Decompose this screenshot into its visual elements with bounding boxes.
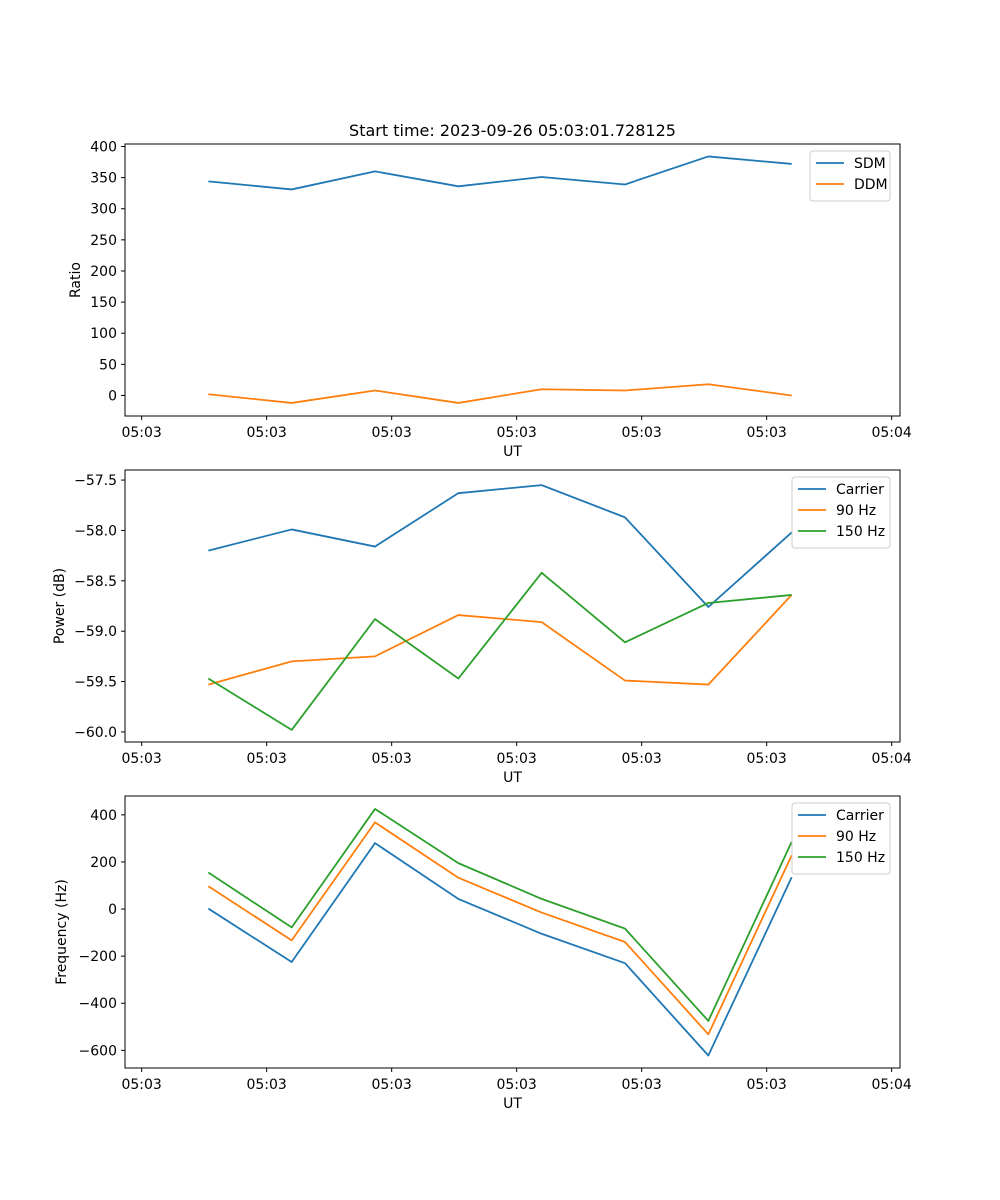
axes-frame bbox=[124, 143, 901, 417]
series-line-150-hz bbox=[207, 808, 793, 1022]
y-tick-label: −57.5 bbox=[74, 473, 117, 489]
x-axis-label: UT bbox=[503, 1096, 522, 1112]
y-tick-label: 100 bbox=[90, 326, 117, 342]
chart-title: Start time: 2023-09-26 05:03:01.728125 bbox=[349, 121, 676, 140]
x-tick-label: 05:03 bbox=[496, 1077, 536, 1093]
y-axis-label: Power (dB) bbox=[52, 568, 68, 644]
x-tick-label: 05:03 bbox=[121, 751, 161, 767]
series-line-90-hz bbox=[207, 821, 793, 1036]
series-line-carrier bbox=[207, 842, 793, 1057]
x-axis-label: UT bbox=[503, 770, 522, 786]
axes-frame bbox=[124, 469, 901, 743]
axes-frame bbox=[124, 795, 901, 1069]
x-tick-label: 05:03 bbox=[371, 425, 411, 441]
y-tick-label: 50 bbox=[99, 357, 117, 373]
y-axis-label: Ratio bbox=[68, 262, 84, 298]
legend-label: Carrier bbox=[836, 808, 884, 824]
x-tick-label: 05:04 bbox=[871, 1077, 911, 1093]
legend-label: 150 Hz bbox=[836, 850, 885, 866]
y-tick-label: −59.5 bbox=[74, 675, 117, 691]
legend-label: 150 Hz bbox=[836, 524, 885, 540]
legend-label: SDM bbox=[854, 156, 886, 172]
x-axis-label: UT bbox=[503, 444, 522, 460]
legend-label: 90 Hz bbox=[836, 829, 876, 845]
x-tick-label: 05:03 bbox=[246, 425, 286, 441]
legend-label: DDM bbox=[854, 177, 888, 193]
x-tick-label: 05:03 bbox=[496, 425, 536, 441]
y-tick-label: 350 bbox=[90, 171, 117, 187]
legend-label: 90 Hz bbox=[836, 503, 876, 519]
chart-panel-1: Start time: 2023-09-26 05:03:01.72812505… bbox=[68, 121, 912, 460]
x-tick-label: 05:03 bbox=[121, 1077, 161, 1093]
y-tick-label: 200 bbox=[90, 855, 117, 871]
x-tick-label: 05:03 bbox=[746, 425, 786, 441]
y-axis-label: Frequency (Hz) bbox=[54, 879, 70, 985]
x-tick-label: 05:03 bbox=[496, 751, 536, 767]
x-tick-label: 05:03 bbox=[621, 751, 661, 767]
x-tick-label: 05:03 bbox=[371, 751, 411, 767]
y-tick-label: 200 bbox=[90, 264, 117, 280]
panels: Start time: 2023-09-26 05:03:01.72812505… bbox=[52, 121, 912, 1112]
y-tick-label: 400 bbox=[90, 808, 117, 824]
y-tick-label: 300 bbox=[90, 202, 117, 218]
y-tick-label: −200 bbox=[79, 949, 117, 965]
x-tick-label: 05:03 bbox=[746, 751, 786, 767]
y-tick-label: 400 bbox=[90, 139, 117, 155]
x-tick-label: 05:03 bbox=[621, 425, 661, 441]
x-tick-label: 05:03 bbox=[746, 1077, 786, 1093]
series-line-ddm bbox=[208, 383, 792, 404]
legend: SDM DDM bbox=[809, 150, 891, 202]
x-tick-label: 05:04 bbox=[871, 751, 911, 767]
series-line-90-hz bbox=[208, 594, 793, 686]
x-tick-label: 05:03 bbox=[621, 1077, 661, 1093]
y-tick-label: −58.0 bbox=[74, 523, 117, 539]
series-line-carrier bbox=[208, 484, 793, 608]
y-tick-label: 0 bbox=[108, 388, 117, 404]
y-tick-label: 250 bbox=[90, 233, 117, 249]
chart-panel-3: −600 −400 −200 0 200 400 05:03 05:03 05:03 05:03 0… bbox=[54, 795, 912, 1112]
legend: Carrier 90 Hz 150 Hz bbox=[791, 802, 891, 875]
x-tick-label: 05:03 bbox=[246, 751, 286, 767]
y-tick-label: −59.0 bbox=[74, 624, 117, 640]
y-tick-label: −60.0 bbox=[74, 725, 117, 741]
x-tick-label: 05:04 bbox=[871, 425, 911, 441]
series-line-sdm bbox=[208, 155, 792, 191]
y-tick-label: −400 bbox=[79, 996, 117, 1012]
x-tick-label: 05:03 bbox=[246, 1077, 286, 1093]
y-tick-label: 0 bbox=[108, 902, 117, 918]
y-tick-label: −600 bbox=[79, 1043, 117, 1059]
y-tick-label: 150 bbox=[90, 295, 117, 311]
x-tick-label: 05:03 bbox=[371, 1077, 411, 1093]
chart-panel-2: −60.0 −59.5 −59.0 −58.5 −58.0 −57.5 05:03 05:03… bbox=[52, 469, 912, 786]
legend-label: Carrier bbox=[836, 482, 884, 498]
x-tick-label: 05:03 bbox=[121, 425, 161, 441]
y-tick-label: −58.5 bbox=[74, 574, 117, 590]
legend: Carrier 90 Hz 150 Hz bbox=[791, 476, 891, 549]
series-line-150-hz bbox=[207, 571, 792, 731]
